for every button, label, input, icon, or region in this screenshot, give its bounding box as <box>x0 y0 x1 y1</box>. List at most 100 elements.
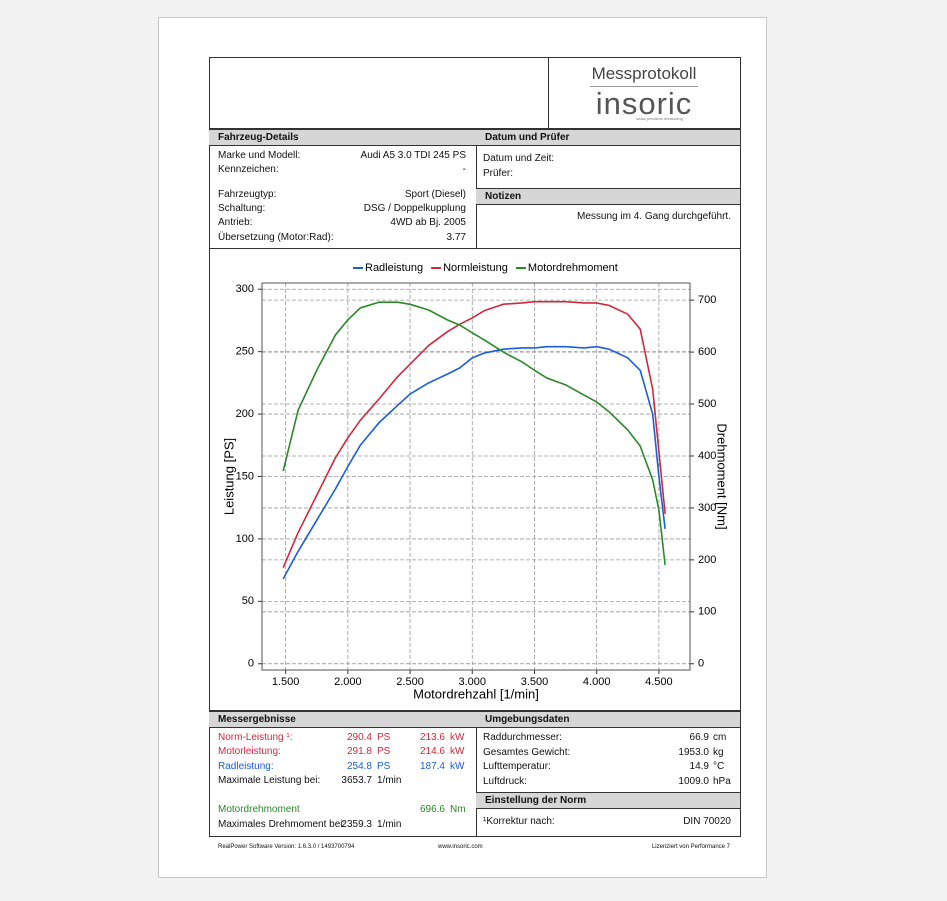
y2-tick-label: 100 <box>698 606 716 618</box>
x-tick-label: 1.500 <box>272 676 300 688</box>
environment-unit: hPa <box>713 775 731 787</box>
result-unit: kW <box>450 746 465 757</box>
y-tick-label: 100 <box>236 533 254 545</box>
inspection-label: Prüfer: <box>483 168 514 179</box>
environment-unit: °C <box>713 761 725 772</box>
y-tick-label: 50 <box>242 595 254 607</box>
vehicle-value: 3.77 <box>446 232 466 243</box>
result-value: 213.6 <box>419 732 445 743</box>
vehicle-label: Antrieb: <box>218 217 253 228</box>
footer-software: RealPower Software Version: 1.6.3.0 / 14… <box>218 844 355 850</box>
y2-tick-label: 500 <box>698 398 716 410</box>
result-label: Maximales Drehmoment bei: <box>218 819 346 830</box>
x-tick-label: 2.000 <box>334 676 362 688</box>
result-unit: 1/min <box>377 775 402 786</box>
section-header-bar <box>476 711 740 728</box>
section-header-bar <box>209 129 476 146</box>
result-label: Motorleistung: <box>218 746 281 757</box>
result-unit: PS <box>377 732 391 743</box>
divider <box>209 248 740 249</box>
result-value: 291.8 <box>346 746 372 757</box>
y-tick-label: 0 <box>248 658 254 670</box>
section-header-bar <box>476 129 740 146</box>
logo: insoric <box>595 86 693 121</box>
vehicle-value: Audi A5 3.0 TDI 245 PS <box>360 150 466 161</box>
notes-text: Messung im 4. Gang durchgeführt. <box>577 211 731 222</box>
logo-tagline: swiss precision measuring <box>636 116 683 121</box>
y-tick-label: 300 <box>236 283 254 295</box>
section-title: Umgebungsdaten <box>485 714 570 725</box>
divider <box>548 57 549 128</box>
result-unit: PS <box>377 746 391 757</box>
environment-label: Luftdruck: <box>483 775 527 787</box>
divider <box>209 710 740 711</box>
section-title: Notizen <box>485 191 522 202</box>
x-tick-label: 3.000 <box>459 676 487 688</box>
y2-tick-label: 0 <box>698 658 704 670</box>
chart: 1.500 2.000 2.500 3.000 3.500 4.000 4.500 0 50 10… <box>221 262 730 702</box>
y-tick-label: 200 <box>236 408 254 420</box>
series-line <box>282 300 666 568</box>
section-header-bar <box>476 188 740 205</box>
environment-label: Lufttemperatur: <box>483 761 551 772</box>
result-unit: kW <box>450 761 465 772</box>
vehicle-label: Schaltung: <box>218 203 266 214</box>
result-value: 696.6 <box>419 804 445 815</box>
environment-label: Gesamtes Gewicht: <box>483 746 571 758</box>
vehicle-value: DSG / Doppelkupplung <box>363 203 466 214</box>
y2-tick-label: 200 <box>698 554 716 566</box>
y-tick-label: 150 <box>236 470 254 482</box>
x-tick-label: 4.500 <box>645 676 673 688</box>
inspection-label: Datum und Zeit: <box>483 153 555 164</box>
x-tick-label: 2.500 <box>396 676 424 688</box>
y2-tick-label: 600 <box>698 346 716 358</box>
result-label: Radleistung: <box>218 761 274 772</box>
result-value: 290.4 <box>346 732 372 743</box>
section-header-bar <box>476 792 740 809</box>
result-value: 3653.7 <box>341 775 372 786</box>
environment-value: 1009.0 <box>678 775 709 787</box>
y2-axis-title: Drehmoment [Nm] <box>715 423 730 529</box>
section-header-bar <box>209 711 476 728</box>
series-line <box>282 345 666 580</box>
legend-label: Radleistung <box>365 262 423 274</box>
vehicle-value: Sport (Diesel) <box>404 189 466 200</box>
x-tick-label: 3.500 <box>521 676 549 688</box>
x-tick-label: 4.000 <box>583 676 611 688</box>
footer-license: Lizenziert von Performance 7 <box>651 844 730 850</box>
legend-label: Normleistung <box>443 262 508 274</box>
y-axis-title: Leistung [PS] <box>221 438 236 515</box>
result-unit: kW <box>450 732 465 743</box>
divider <box>209 128 740 129</box>
vehicle-label: Kennzeichen: <box>218 164 279 175</box>
environment-label: Raddurchmesser: <box>483 732 562 743</box>
result-unit: PS <box>377 761 391 772</box>
divider <box>476 710 477 836</box>
y-tick-label: 250 <box>236 346 254 358</box>
norm-label: ¹Korrektur nach: <box>483 816 555 827</box>
y2-tick-label: 400 <box>698 450 716 462</box>
vehicle-label: Marke und Modell: <box>218 150 301 161</box>
series-line <box>282 301 666 566</box>
footer-website: www.insoric.com <box>438 844 483 850</box>
x-axis-title: Motordrehzahl [1/min] <box>413 686 539 701</box>
y2-tick-label: 300 <box>698 502 716 514</box>
result-label: Maximale Leistung bei: <box>218 775 321 786</box>
result-unit: Nm <box>450 804 466 815</box>
result-value: 2359.3 <box>341 819 372 830</box>
environment-value: 14.9 <box>689 761 709 772</box>
environment-value: 66.9 <box>689 732 709 743</box>
plot-frame <box>261 282 691 671</box>
frame <box>209 57 741 837</box>
result-value: 187.4 <box>419 761 445 772</box>
result-label: Motordrehmoment <box>218 804 300 815</box>
y2-tick-label: 700 <box>698 294 716 306</box>
environment-unit: kg <box>713 746 724 758</box>
logo-rule <box>590 86 698 87</box>
result-value: 254.8 <box>346 761 372 772</box>
result-value: 214.6 <box>419 746 445 757</box>
vehicle-value: 4WD ab Bj. 2005 <box>390 217 466 228</box>
environment-value: 1953.0 <box>678 746 709 758</box>
vehicle-label: Übersetzung (Motor:Rad): <box>218 232 334 243</box>
